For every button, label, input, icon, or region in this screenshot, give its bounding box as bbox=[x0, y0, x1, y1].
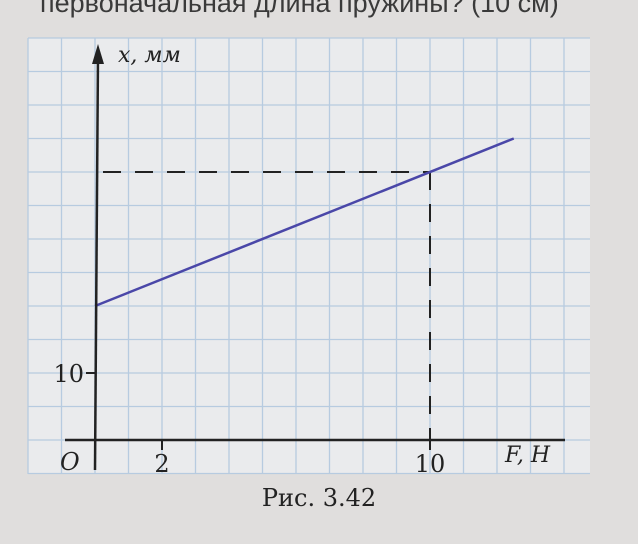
y-axis-label: x, мм bbox=[118, 43, 181, 68]
series bbox=[94, 137, 515, 308]
ticks: 2 10 10 bbox=[53, 360, 445, 478]
series-line bbox=[94, 137, 515, 308]
y-axis-arrow bbox=[92, 44, 104, 64]
figure-caption: Рис. 3.42 bbox=[262, 484, 376, 512]
x-axis-label: F, H bbox=[504, 443, 551, 468]
x-tick-label: 10 bbox=[415, 450, 446, 478]
origin-label: O bbox=[60, 448, 80, 476]
header-text: первоначальная длина пружины? (10 см) bbox=[40, 0, 559, 18]
axes bbox=[65, 44, 565, 471]
guide-lines bbox=[103, 171, 431, 440]
x-tick-label: 2 bbox=[154, 450, 169, 478]
y-tick-label: 10 bbox=[53, 360, 84, 388]
y-axis bbox=[93, 54, 100, 471]
grid-panel bbox=[28, 38, 590, 474]
grid bbox=[27, 37, 590, 475]
